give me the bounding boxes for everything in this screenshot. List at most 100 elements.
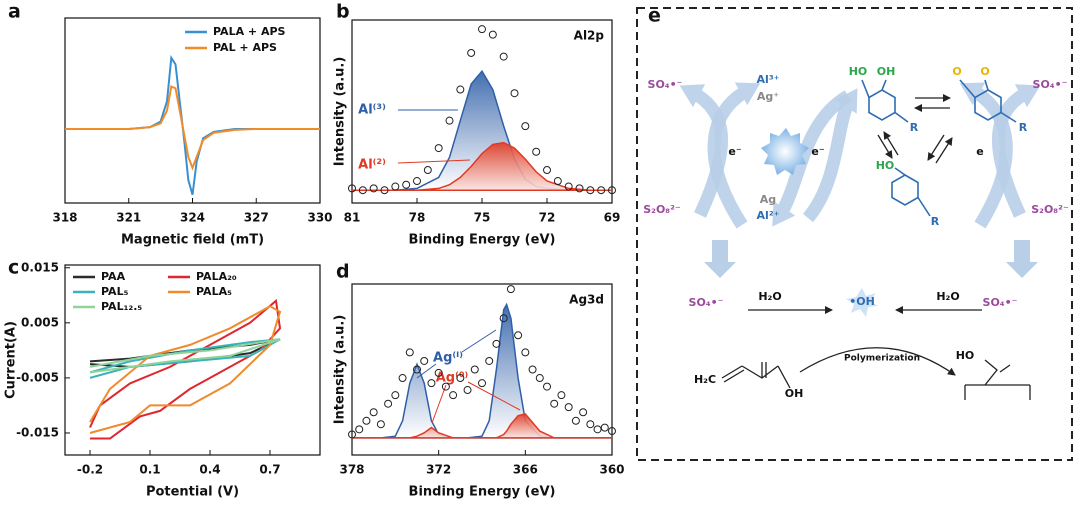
data-point <box>564 403 573 412</box>
data-point <box>348 184 356 193</box>
legend-label: PAL₅ <box>101 285 129 298</box>
diagram-label: Al³⁺ <box>757 73 780 86</box>
bond <box>917 197 931 217</box>
x-tick-label: 0.4 <box>199 463 220 477</box>
arrow <box>799 347 956 376</box>
legend-label: PAL₁₂.₅ <box>101 300 142 313</box>
down-arrow <box>704 240 736 278</box>
data-point <box>456 85 465 94</box>
data-point <box>586 186 595 195</box>
x-tick-label: 0.7 <box>259 463 280 477</box>
data-point <box>376 420 385 429</box>
data-point <box>571 416 580 425</box>
data-point <box>369 408 378 417</box>
catechol-ring <box>868 89 896 121</box>
catalyst-gear <box>761 128 809 175</box>
diagram-label: •OH <box>849 295 875 308</box>
data-point <box>608 427 616 436</box>
diagram-label: HO <box>876 159 895 172</box>
diagram-label: e <box>976 145 983 158</box>
series-line <box>89 298 282 440</box>
x-tick-label: 81 <box>344 211 361 225</box>
data-point <box>470 365 479 374</box>
bond <box>959 79 976 99</box>
x-tick-label: -0.2 <box>77 463 103 477</box>
bond <box>984 79 989 91</box>
peak-label: Al⁽³⁾ <box>358 103 386 118</box>
diagram-label: SO₄•⁻ <box>1033 78 1068 91</box>
chart-title: Ag3d <box>569 293 604 307</box>
arrow <box>883 131 899 156</box>
cycle-arrow <box>991 84 1041 218</box>
legend-label: PAL + APS <box>213 41 277 54</box>
bond <box>894 167 906 176</box>
x-tick-label: 360 <box>599 463 624 477</box>
fitted-peak <box>352 302 612 439</box>
legend-label: PAA <box>101 270 126 283</box>
data-point <box>449 391 458 400</box>
data-point <box>391 182 400 191</box>
data-point <box>608 186 616 195</box>
diagram-label: Al²⁺ <box>757 209 780 222</box>
diagram-label: OH <box>877 65 896 78</box>
diagram-label: e⁻ <box>811 145 824 158</box>
x-tick-label: 0.1 <box>139 463 160 477</box>
data-point <box>391 391 400 400</box>
legend-label: PALA + APS <box>213 25 286 38</box>
x-tick-label: 330 <box>307 211 332 225</box>
diagram-label: S₂O₈²⁻ <box>1031 203 1069 216</box>
peak-label: Al⁽²⁾ <box>358 158 386 173</box>
panel-letter: c <box>8 257 19 279</box>
diagram-label: O <box>980 65 989 78</box>
diagram-label: R <box>910 121 919 134</box>
plot-frame <box>64 17 321 204</box>
bond <box>1000 111 1017 123</box>
diagram-label: Ag⁺ <box>757 90 779 103</box>
data-point <box>405 348 414 357</box>
data-point <box>499 52 508 61</box>
data-point <box>579 408 588 417</box>
arrow <box>927 134 945 161</box>
data-point <box>420 356 429 365</box>
series-line <box>65 54 320 195</box>
diagram-label: H₂O <box>758 290 781 303</box>
data-point <box>553 177 562 186</box>
leader-line <box>467 381 521 411</box>
panel-letter: e <box>648 5 661 27</box>
y-tick-label: 0.015 <box>21 260 59 274</box>
diagram-label: R <box>1019 121 1028 134</box>
x-axis-label: Magnetic field (mT) <box>121 233 264 248</box>
x-tick-label: 78 <box>409 211 426 225</box>
data-point <box>586 420 595 429</box>
legend-label: PALA₅ <box>196 285 232 298</box>
x-tick-label: 75 <box>474 211 491 225</box>
data-point <box>532 147 541 156</box>
plot-frame <box>64 264 321 456</box>
diagram-label: HO <box>849 65 868 78</box>
diagram-label: Ag <box>760 193 776 206</box>
bond <box>861 79 870 98</box>
data-point <box>456 374 465 383</box>
diagram-label: Polymerization <box>844 354 920 364</box>
y-tick-label: -0.015 <box>16 425 59 439</box>
series-line <box>89 338 281 374</box>
legend-label: PALA₂₀ <box>196 270 237 283</box>
data-point <box>485 356 494 365</box>
semiquinone-ring <box>891 174 919 206</box>
panel-letter: a <box>8 1 21 23</box>
data-point <box>441 382 450 391</box>
data-point <box>492 339 501 348</box>
data-point <box>355 425 364 434</box>
x-tick-label: 366 <box>513 463 538 477</box>
data-point <box>478 25 486 34</box>
x-tick-label: 327 <box>244 211 269 225</box>
plot-frame <box>351 283 613 456</box>
data-point <box>600 423 609 432</box>
data-point <box>575 184 584 193</box>
cycle-arrow <box>707 82 761 229</box>
data-point <box>521 348 530 357</box>
data-point <box>467 48 476 57</box>
data-point <box>362 416 371 425</box>
dashed-frame <box>636 7 1073 461</box>
